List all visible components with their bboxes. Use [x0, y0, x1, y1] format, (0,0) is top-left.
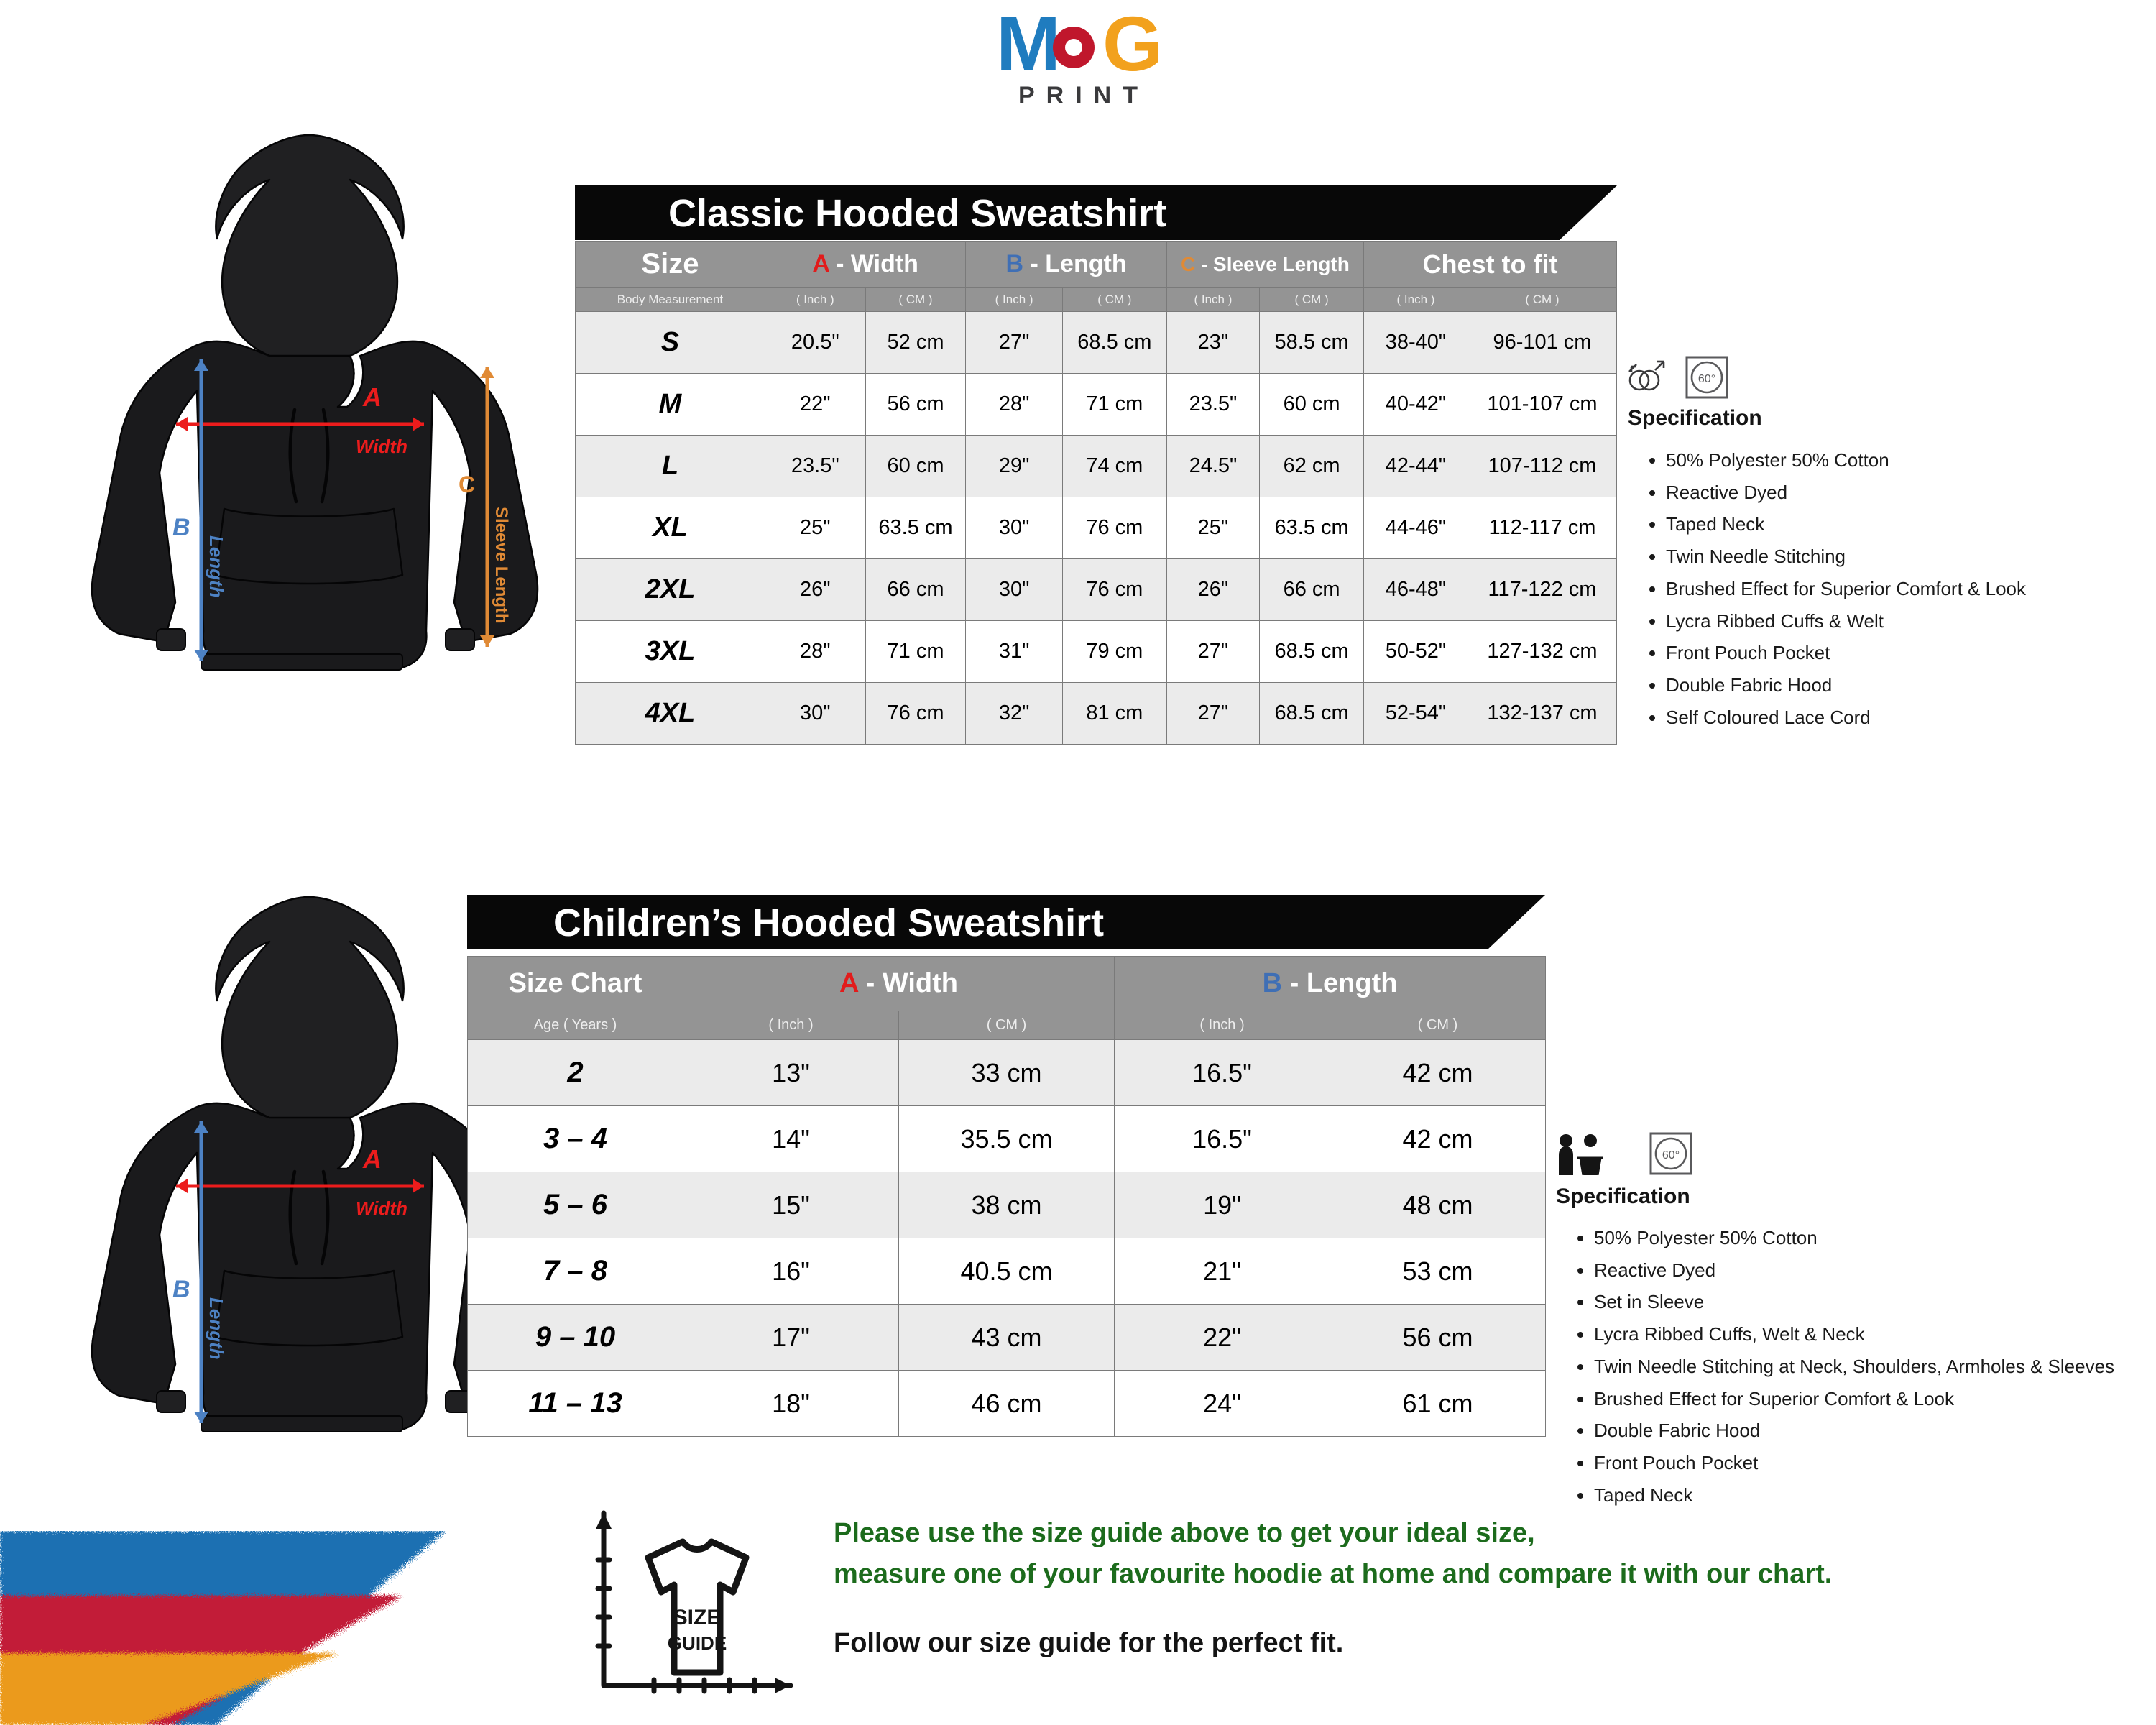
svg-text:SIZE: SIZE — [673, 1606, 722, 1629]
svg-text:A: A — [362, 1144, 382, 1174]
svg-text:B: B — [172, 1276, 190, 1303]
svg-text:60°: 60° — [1698, 373, 1715, 385]
svg-text:Length: Length — [206, 1297, 227, 1360]
svg-text:Width: Width — [356, 1197, 407, 1219]
svg-text:Width: Width — [356, 436, 407, 457]
svg-text:60°: 60° — [1662, 1149, 1680, 1162]
svg-text:GUIDE: GUIDE — [668, 1632, 727, 1654]
svg-text:Length: Length — [206, 535, 227, 598]
svg-text:C: C — [459, 472, 475, 497]
svg-text:Sleeve Length: Sleeve Length — [492, 507, 511, 624]
svg-text:B: B — [172, 514, 190, 541]
svg-text:A: A — [362, 382, 382, 412]
